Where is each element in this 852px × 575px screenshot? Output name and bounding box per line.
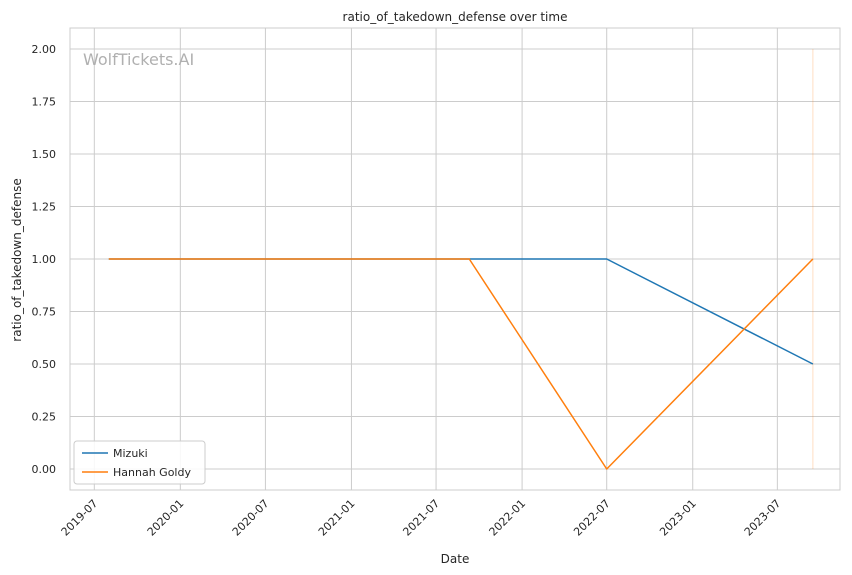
y-tick-label: 0.00 (32, 463, 57, 476)
x-tick-label: 2022-01 (487, 497, 529, 539)
y-tick-label: 0.75 (32, 306, 57, 319)
x-tick-label: 2021-01 (316, 497, 358, 539)
x-tick-label: 2023-01 (657, 497, 699, 539)
x-tick-label: 2020-01 (145, 497, 187, 539)
y-tick-label: 1.25 (32, 201, 57, 214)
x-tick-label: 2023-07 (742, 497, 784, 539)
x-tick-label: 2021-07 (400, 497, 442, 539)
y-tick-label: 1.00 (32, 253, 57, 266)
legend-label: Mizuki (113, 447, 148, 460)
chart-title: ratio_of_takedown_defense over time (343, 10, 568, 24)
series-line-1 (108, 258, 814, 470)
x-tick-labels: 2019-07 2020-01 2020-07 2021-01 2021-07 2022-… (59, 497, 784, 539)
series-layer (108, 258, 814, 470)
plot-frame (69, 27, 841, 491)
x-tick-label: 2020-07 (230, 497, 272, 539)
legend-label: Hannah Goldy (113, 466, 191, 479)
y-tick-label: 2.00 (32, 43, 57, 56)
x-tick-label: 2022-07 (571, 497, 613, 539)
y-tick-label: 1.50 (32, 148, 57, 161)
y-tick-labels: 0.00 0.25 0.50 0.75 1.00 1.25 1.50 1.75 2.00 (32, 43, 57, 476)
y-axis-label: ratio_of_takedown_defense (10, 178, 24, 341)
legend-box (73, 440, 206, 485)
y-tick-label: 0.25 (32, 411, 57, 424)
x-tick-label: 2019-07 (59, 497, 101, 539)
legend: Mizuki Hannah Goldy (73, 440, 206, 485)
watermark: WolfTickets.AI (83, 50, 194, 69)
y-tick-label: 1.75 (32, 96, 57, 109)
y-tick-label: 0.50 (32, 358, 57, 371)
x-axis-label: Date (441, 552, 470, 566)
